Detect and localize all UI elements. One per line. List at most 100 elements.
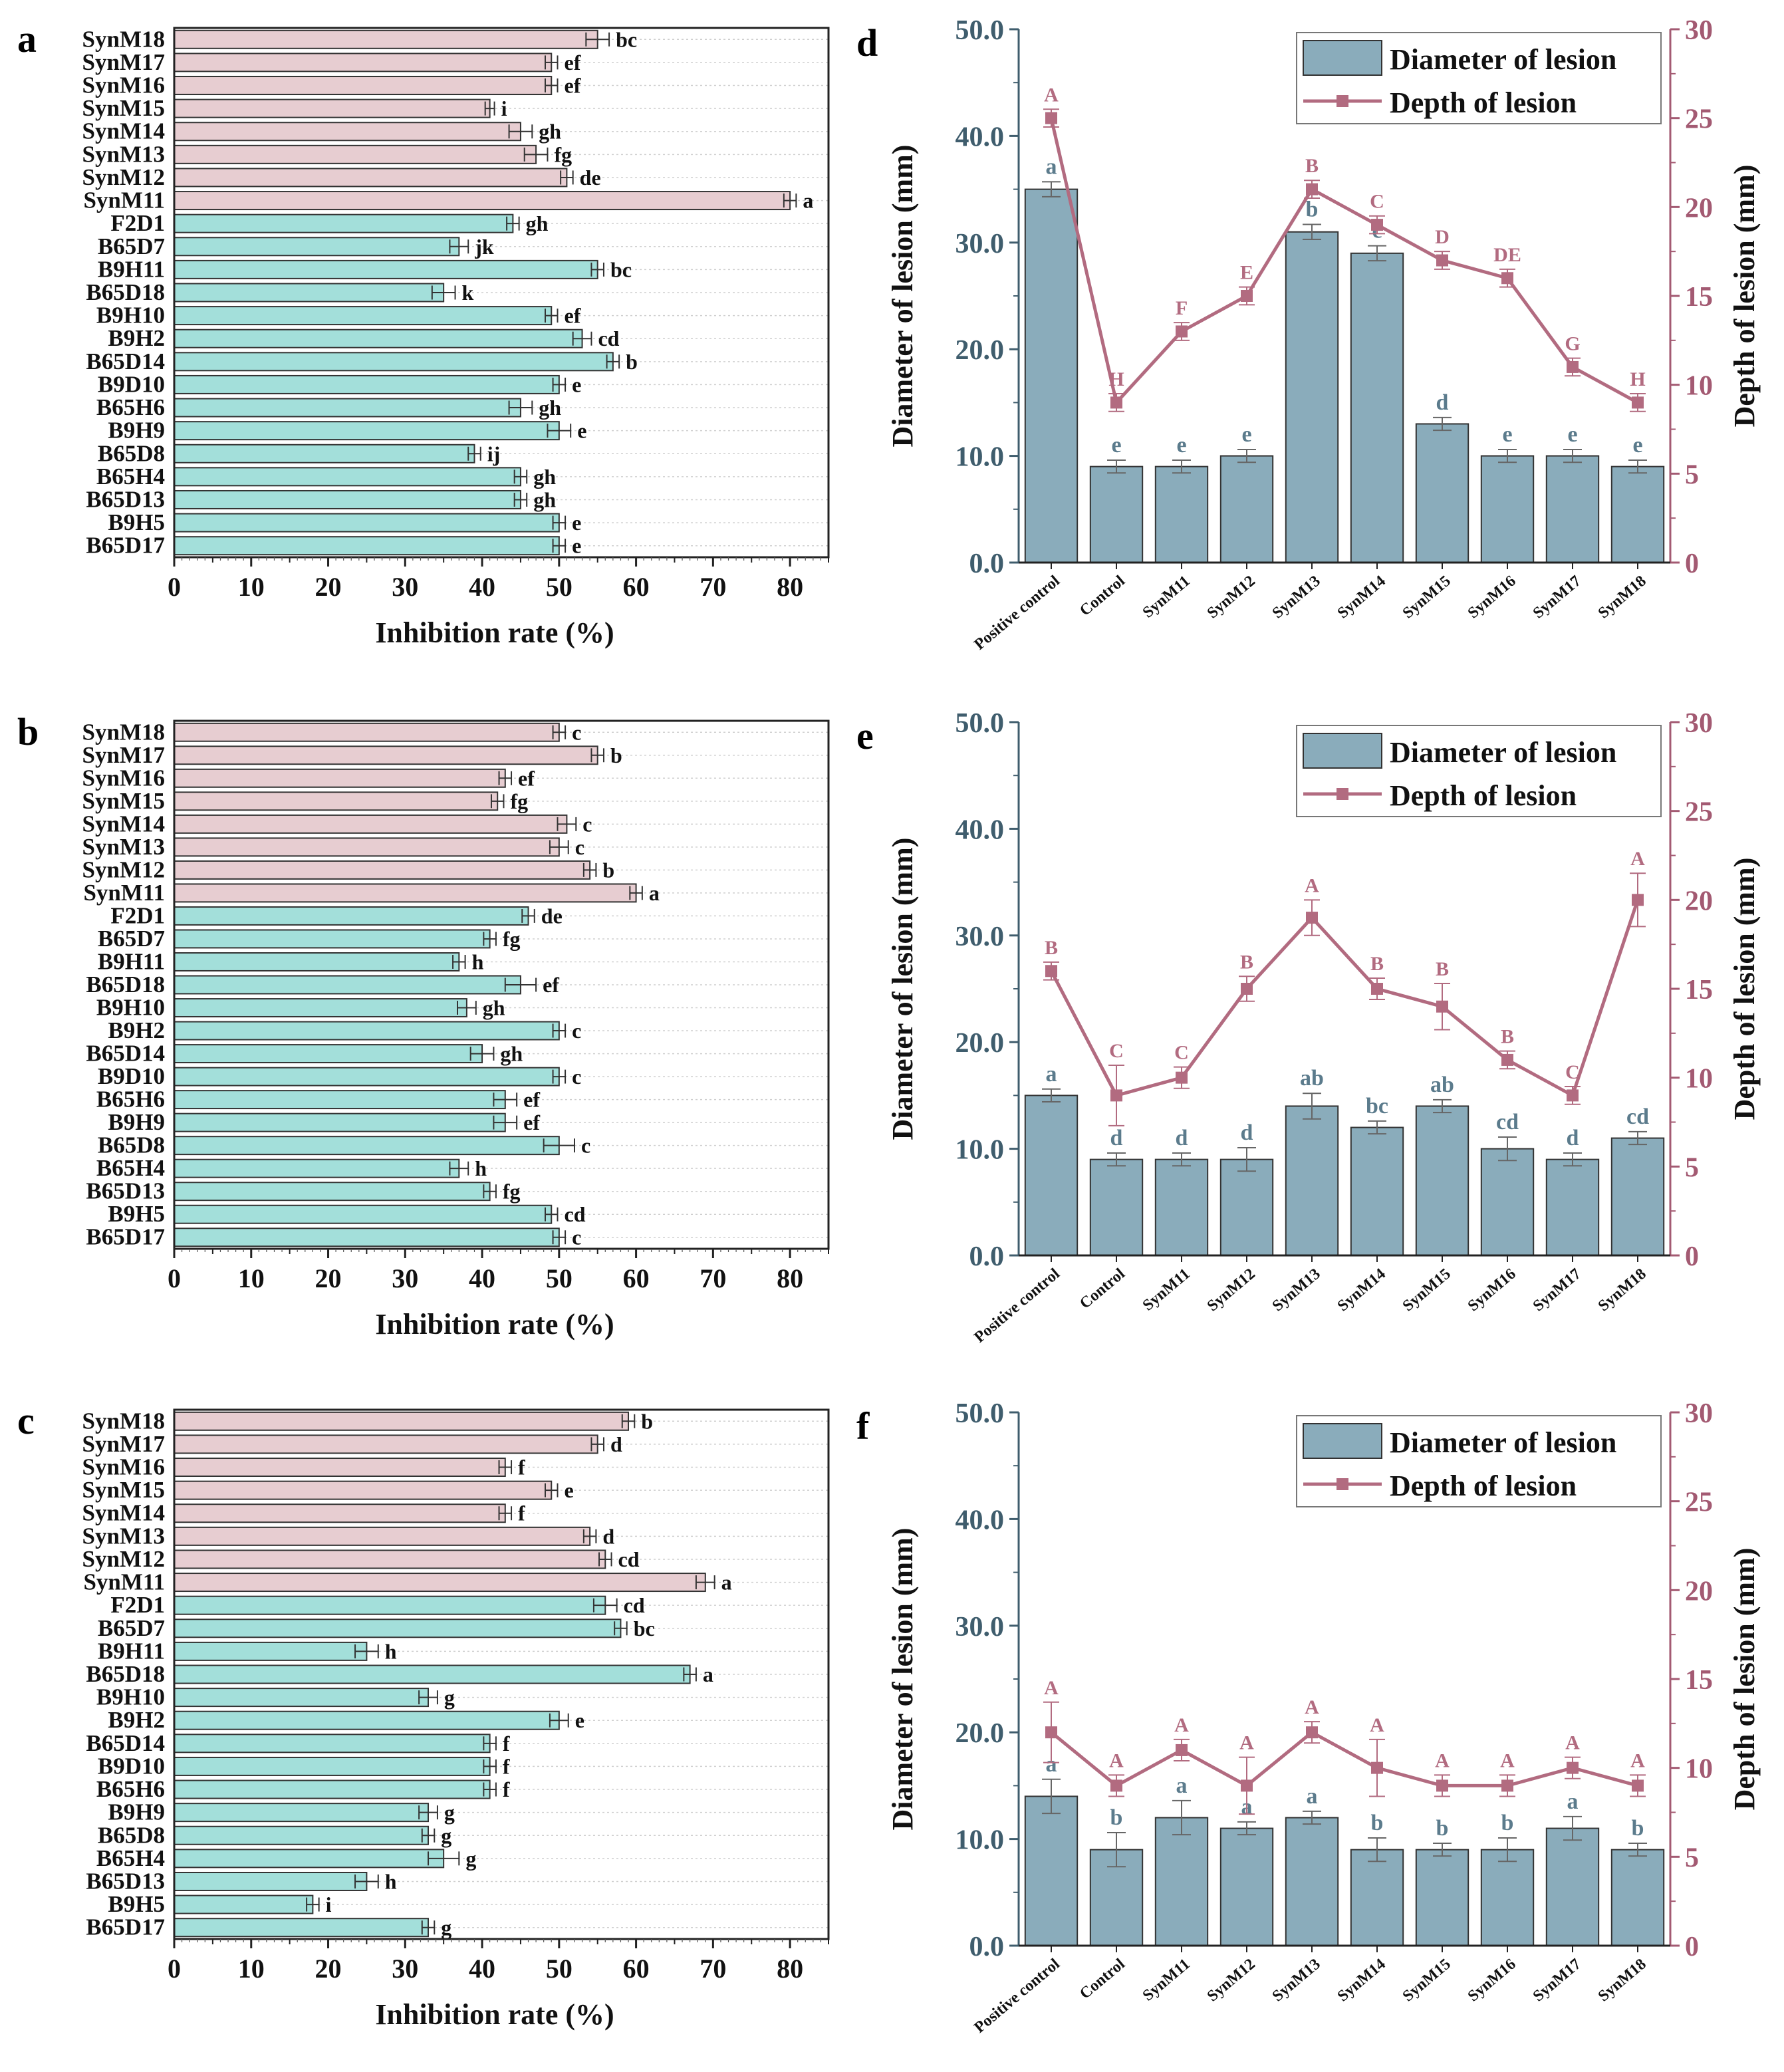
significance-letter: e [572,511,581,535]
y-tick-label: B65H6 [96,1776,165,1802]
depth-marker [1632,1779,1644,1792]
y-tick-label: B65D8 [98,1132,165,1158]
x-tick-label: 60 [623,1263,650,1293]
depth-letter: C [1565,1061,1580,1083]
diameter-bar [1089,1158,1144,1257]
depth-marker [1371,219,1383,231]
y-tick-label: SynM14 [82,811,165,837]
bar [174,259,598,279]
significance-letter: gh [483,996,505,1020]
depth-marker [1371,983,1383,995]
y-axis-title: Diameter of lesion (mm) [886,838,919,1140]
depth-letter: C [1109,1040,1124,1062]
bar [174,168,568,188]
diameter-bar [1089,465,1144,564]
depth-letter: B [1240,951,1253,973]
significance-letter: k [462,281,474,305]
x-tick-label: 70 [700,1954,726,1984]
y-tick-label: 40.0 [956,1505,1005,1535]
y-tick-label: SynM17 [82,49,165,75]
x-tick-label: 0 [168,1263,181,1293]
depth-letter: D [1435,226,1450,248]
significance-letter: h [385,1869,397,1893]
bar [174,122,521,142]
significance-letter: f [503,1732,510,1755]
significance-letter: ef [523,1088,540,1112]
bar [174,237,460,257]
bar [174,1434,598,1454]
significance-letter: b [641,1409,653,1433]
x-tick-label: 60 [623,1954,650,1984]
depth-letter: C [1174,1042,1189,1064]
diameter-letter: a [1046,1752,1057,1777]
diameter-letter: e [1241,422,1251,447]
bar [174,191,791,211]
y2-tick-label: 30 [1685,708,1713,739]
x-tick-label: 30 [392,1263,418,1293]
significance-letter: gh [500,1042,523,1066]
significance-letter: f [518,1501,525,1525]
diameter-bar [1350,1849,1404,1946]
bar [174,1136,560,1156]
bar [174,1641,368,1661]
depth-letter: A [1565,1732,1580,1754]
diameter-bar [1285,231,1339,563]
significance-letter: b [610,743,622,767]
diameter-bar [1024,188,1079,564]
y-tick-label: 30.0 [956,1612,1005,1642]
y2-tick-label: 30 [1685,15,1713,46]
y-tick-label: B9H10 [96,303,165,328]
diameter-letter: cd [1496,1110,1519,1134]
depth-letter: A [1044,1677,1059,1699]
y-tick-label: SynM12 [82,856,165,882]
diameter-bar [1480,1849,1535,1946]
depth-marker [1306,912,1318,924]
y-tick-label: B65D14 [86,1730,165,1756]
depth-marker [1436,254,1448,267]
legend-marker-depth [1337,95,1348,107]
y-tick-label: 30.0 [956,922,1005,952]
panel-letter: b [17,710,39,753]
y2-tick-label: 10 [1685,1754,1713,1785]
bar [174,1871,368,1891]
bar [174,1688,430,1708]
significance-letter: de [541,904,563,928]
y-tick-label: B9H2 [108,1017,165,1043]
diameter-letter: a [1307,1784,1318,1809]
x-axis-title: Inhibition rate (%) [375,1998,614,2031]
significance-letter: i [501,96,507,120]
significance-letter: fg [503,927,521,951]
bar [174,837,560,857]
y2-tick-label: 20 [1685,886,1713,916]
bar [174,421,560,441]
bar [174,98,491,118]
depth-letter: G [1565,333,1580,355]
x-tick-label: 40 [469,1263,495,1293]
x-tick-label: 10 [238,1954,265,1984]
diameter-bar [1024,1095,1079,1257]
y-tick-label: SynM13 [82,834,165,860]
bar [174,722,560,742]
panel-c-inhibition-chart: c b SynM18 d SynM17 f SynM16 e SynM15 f SynM14 d Syn… [17,1399,830,2031]
significance-letter: g [441,1823,451,1847]
y-tick-label: B9D10 [98,371,165,397]
y2-tick-label: 20 [1685,1576,1713,1607]
depth-letter: A [1500,1749,1515,1771]
y-tick-label: 30.0 [956,229,1005,259]
x-tick-label: 80 [777,1954,803,1984]
depth-marker [1176,1744,1188,1756]
bar [174,1918,430,1938]
bar [174,1664,691,1684]
significance-letter: gh [526,211,549,235]
significance-letter: c [572,1019,581,1043]
y-tick-label: B65H4 [96,463,165,489]
bar [174,1480,553,1500]
y-tick-label: B65D13 [86,486,165,512]
significance-letter: c [582,812,592,836]
significance-letter: fg [503,1180,521,1204]
y-tick-label: 50.0 [956,1398,1005,1429]
diameter-bar [1154,1817,1209,1947]
significance-letter: ef [565,51,581,74]
significance-letter: cd [624,1593,645,1617]
y-tick-label: SynM16 [82,1454,165,1480]
